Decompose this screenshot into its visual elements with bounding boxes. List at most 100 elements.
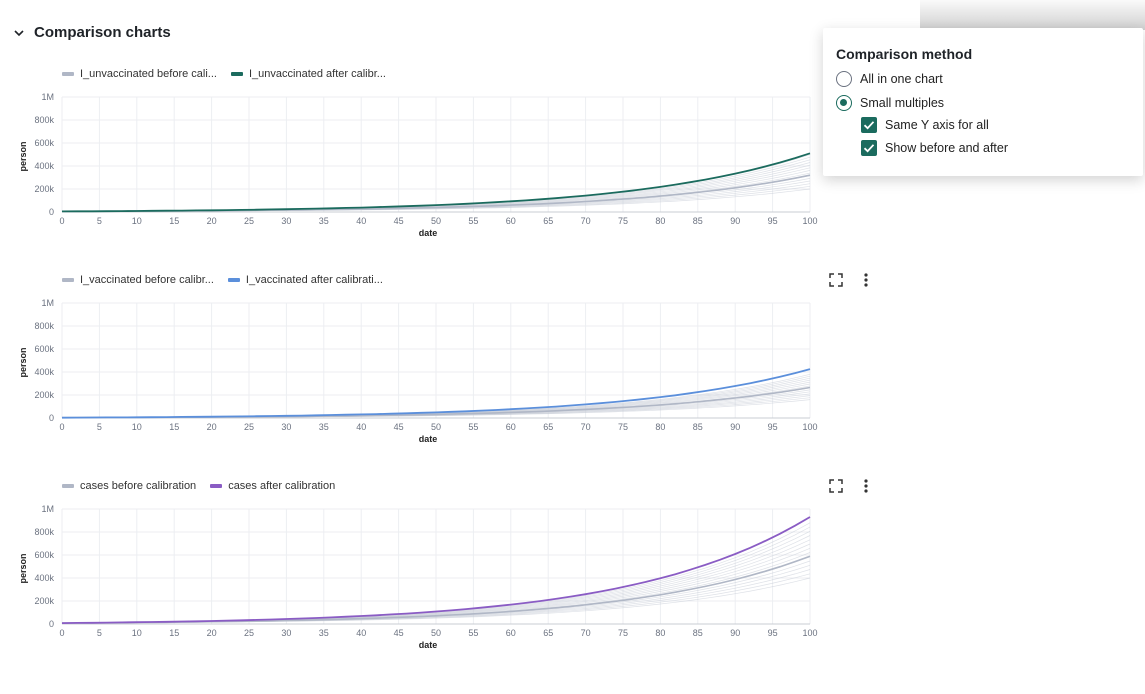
checkbox-checked[interactable] (861, 117, 877, 133)
x-tick-label: 40 (356, 216, 366, 226)
radio-label: All in one chart (860, 72, 943, 86)
x-tick-label: 80 (655, 216, 665, 226)
x-tick-label: 85 (693, 216, 703, 226)
x-tick-label: 90 (730, 422, 740, 432)
checkbox-label: Show before and after (885, 141, 1008, 155)
series-line-after (61, 368, 811, 419)
x-tick-label: 65 (543, 216, 553, 226)
y-tick-label: 0 (49, 207, 54, 217)
y-tick-label: 0 (49, 619, 54, 629)
x-tick-label: 30 (281, 628, 291, 638)
x-tick-label: 100 (802, 628, 817, 638)
y-tick-label: 400k (34, 161, 54, 171)
checkbox-show-before-after[interactable]: Show before and after (861, 140, 1008, 156)
legend-item-before[interactable]: I_vaccinated before calibr... (62, 274, 214, 286)
x-tick-label: 50 (431, 628, 441, 638)
x-tick-label: 55 (468, 422, 478, 432)
x-tick-label: 60 (506, 422, 516, 432)
legend-item-before[interactable]: I_unvaccinated before cali... (62, 68, 217, 80)
x-tick-label: 45 (394, 216, 404, 226)
x-tick-label: 15 (169, 216, 179, 226)
legend-swatch (62, 72, 74, 76)
chart-actions (828, 478, 874, 494)
series-line-after (61, 516, 811, 624)
x-tick-label: 75 (618, 628, 628, 638)
x-tick-label: 20 (207, 628, 217, 638)
x-tick-label: 35 (319, 628, 329, 638)
x-tick-label: 10 (132, 422, 142, 432)
chart-legend: cases before calibration cases after cal… (62, 480, 335, 492)
legend-item-before[interactable]: cases before calibration (62, 480, 196, 492)
x-tick-label: 90 (730, 628, 740, 638)
y-axis-label: person (18, 553, 28, 583)
line-chart: 0 5 10 15 20 25 30 35 40 45 50 55 60 65 70 75 80 85 90 95 10… (18, 504, 818, 650)
legend-item-after[interactable]: I_unvaccinated after calibr... (230, 68, 386, 80)
x-tick-label: 95 (768, 628, 778, 638)
grid (61, 302, 811, 419)
y-axis-label: person (18, 347, 28, 377)
chart-panel-i-vaccinated: I_vaccinated before calibr... I_vaccinat… (0, 274, 820, 454)
x-tick-label: 85 (693, 628, 703, 638)
x-tick-label: 45 (394, 628, 404, 638)
x-tick-label: 15 (169, 628, 179, 638)
checkbox-same-y-axis[interactable]: Same Y axis for all (861, 117, 989, 133)
x-tick-label: 5 (97, 422, 102, 432)
y-tick-label: 200k (34, 390, 54, 400)
comparison-charts-toggle[interactable]: Comparison charts (12, 24, 171, 41)
popover-title: Comparison method (836, 46, 973, 62)
chart-legend: I_vaccinated before calibr... I_vaccinat… (62, 274, 383, 286)
x-tick-label: 65 (543, 422, 553, 432)
chart-panel-cases: cases before calibration cases after cal… (0, 480, 820, 660)
legend-item-after[interactable]: cases after calibration (210, 480, 335, 492)
x-tick-label: 75 (618, 422, 628, 432)
series-line-after (61, 152, 811, 213)
x-tick-label: 50 (431, 422, 441, 432)
x-tick-label: 40 (356, 422, 366, 432)
y-tick-label: 600k (34, 138, 54, 148)
y-tick-label: 800k (34, 321, 54, 331)
expand-icon[interactable] (828, 478, 844, 494)
checkbox-checked[interactable] (861, 140, 877, 156)
expand-icon[interactable] (828, 272, 844, 288)
x-tick-label: 100 (802, 216, 817, 226)
grid (61, 508, 811, 625)
y-tick-label: 200k (34, 596, 54, 606)
x-tick-label: 15 (169, 422, 179, 432)
chevron-down-icon (14, 29, 24, 36)
x-tick-label: 25 (244, 628, 254, 638)
x-tick-label: 20 (207, 216, 217, 226)
x-tick-label: 95 (768, 422, 778, 432)
radio-unselected[interactable] (836, 71, 852, 87)
y-tick-label: 1M (41, 92, 54, 102)
check-icon (863, 121, 875, 130)
radio-label: Small multiples (860, 96, 945, 110)
check-icon (863, 144, 875, 153)
radio-small-multiples[interactable]: Small multiples (836, 95, 944, 111)
x-tick-label: 0 (59, 628, 64, 638)
x-tick-label: 70 (581, 216, 591, 226)
radio-all-in-one-chart[interactable]: All in one chart (836, 71, 943, 87)
x-tick-label: 50 (431, 216, 441, 226)
line-chart: 0 5 10 15 20 25 30 35 40 45 50 55 60 65 70 75 80 85 90 95 10… (18, 92, 818, 238)
x-tick-label: 100 (802, 422, 817, 432)
more-vertical-icon[interactable] (858, 272, 874, 288)
checkbox-label: Same Y axis for all (885, 118, 989, 132)
y-tick-label: 600k (34, 550, 54, 560)
legend-swatch (210, 484, 223, 488)
x-tick-label: 25 (244, 216, 254, 226)
x-tick-label: 55 (468, 216, 478, 226)
legend-label: I_unvaccinated before cali... (80, 68, 217, 80)
more-vertical-icon[interactable] (858, 478, 874, 494)
x-tick-label: 20 (207, 422, 217, 432)
comparison-method-popover: Comparison method All in one chart Small… (823, 28, 1143, 176)
legend-item-after[interactable]: I_vaccinated after calibrati... (227, 274, 383, 286)
legend-label: cases before calibration (80, 480, 197, 492)
x-tick-label: 90 (730, 216, 740, 226)
x-tick-label: 35 (319, 216, 329, 226)
x-tick-label: 30 (281, 422, 291, 432)
x-tick-label: 30 (281, 216, 291, 226)
popover-shadow (920, 0, 1145, 30)
radio-selected[interactable] (836, 95, 852, 111)
y-tick-label: 600k (34, 344, 54, 354)
x-axis-label: date (419, 640, 438, 650)
